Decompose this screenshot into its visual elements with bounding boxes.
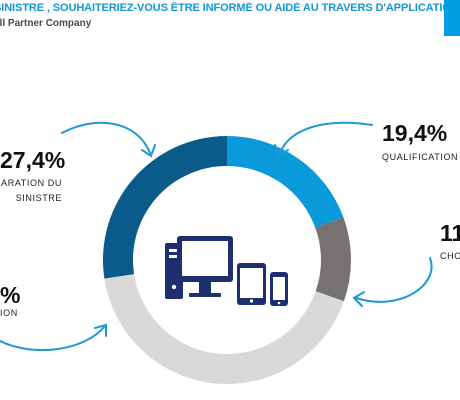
header-subtitle: ell Partner Company (0, 18, 92, 29)
segment-declaration (103, 136, 227, 279)
arrow-ion (0, 326, 105, 352)
arrow-cho (355, 257, 433, 303)
cho-label: CHO (440, 251, 460, 261)
donut-segments (103, 136, 351, 384)
segment-qualification (227, 136, 344, 228)
header-accent-bar (444, 0, 460, 36)
qualification-percent: 19,4% (382, 120, 448, 146)
arrow-qualification (279, 121, 373, 154)
cho-percent: 11 (440, 220, 460, 246)
ion-percent: % (0, 282, 21, 308)
segment-ion (104, 274, 344, 384)
declaration-label-line1: ARATION DU (1, 178, 62, 188)
arrow-declaration (61, 121, 151, 154)
arrow-declaration-head (141, 144, 156, 158)
computer-tablet-phone-icon (165, 236, 288, 306)
segment-cho (315, 217, 351, 302)
qualification-label: QUALIFICATION (382, 152, 459, 162)
declaration-percent: 27,4% (0, 147, 66, 173)
ion-label: ION (0, 308, 18, 318)
arrow-qualification-head (274, 144, 289, 158)
header-title: SINISTRE , SOUHAITERIEZ-VOUS ÊTRE INFORM… (0, 2, 452, 14)
declaration-label-line2: SINISTRE (15, 193, 62, 203)
arrow-cho-head (352, 291, 365, 307)
arrow-ion-head (94, 323, 107, 337)
